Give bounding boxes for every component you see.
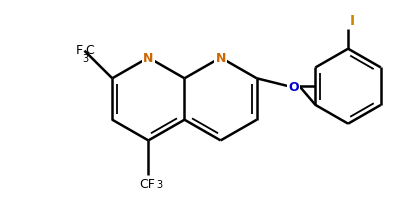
Text: C: C [85, 44, 94, 57]
Text: F: F [75, 44, 83, 57]
Text: N: N [143, 52, 153, 65]
Text: I: I [350, 14, 355, 28]
Text: 3: 3 [156, 179, 162, 189]
Text: CF: CF [139, 177, 156, 190]
Text: 3: 3 [83, 53, 89, 63]
Text: O: O [288, 80, 299, 93]
Text: N: N [215, 52, 226, 65]
